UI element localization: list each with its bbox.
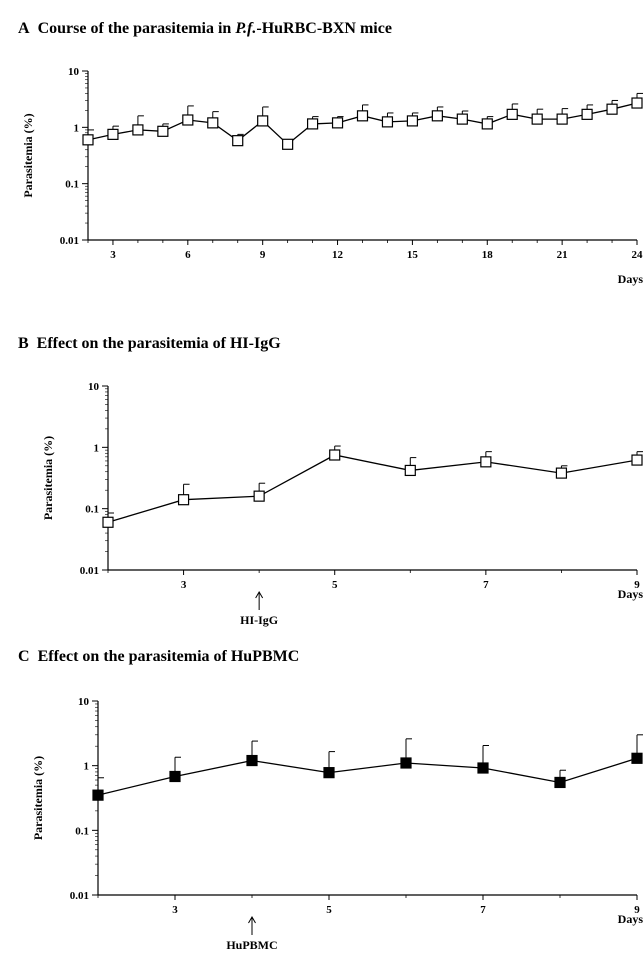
chart-a-data-point — [182, 114, 194, 126]
chart-c-y-tick-label: 10 — [78, 696, 90, 708]
chart-a-data-point — [581, 108, 593, 120]
chart-c-x-tick-label: 9 — [634, 904, 640, 916]
chart-b-x-axis-label: Days — [618, 587, 644, 601]
chart-b-data-point — [177, 494, 190, 506]
chart-c-y-tick-label: 1 — [84, 761, 90, 773]
chart-a-data-point — [132, 124, 144, 136]
chart-a-x-tick-label: 6 — [185, 249, 191, 261]
chart-a-x-tick-label: 21 — [557, 249, 568, 261]
chart-b-y-tick-label: 1 — [94, 442, 100, 454]
chart-b-data-point — [253, 490, 265, 502]
panel-a-letter: A — [18, 20, 30, 37]
chart-c-x-tick-label: 7 — [480, 904, 486, 916]
chart-a-data-point — [381, 116, 394, 128]
chart-c-data-point — [631, 752, 643, 764]
chart-b-x-tick-label: 3 — [181, 579, 187, 591]
panel-c-title: C Effect on the parasitemia of HuPBMC — [18, 648, 299, 666]
chart-a-data-point — [631, 97, 643, 109]
chart-a-x-tick-label: 15 — [407, 249, 419, 261]
chart-b-x-tick-label: 5 — [332, 579, 338, 591]
panel-a-title-italic: P.f. — [235, 20, 257, 37]
chart-b-y-tick-label: 10 — [88, 381, 100, 393]
chart-a-data-point — [157, 125, 169, 137]
chart-a-data-point — [531, 113, 543, 125]
chart-c-series-line — [97, 757, 638, 796]
chart-b-data-point — [329, 449, 341, 461]
chart-a-data-point — [556, 113, 568, 125]
chart-c-y-tick-label: 0.1 — [75, 825, 89, 837]
chart-b-x-tick-label: 7 — [483, 579, 489, 591]
chart-c-data-point — [477, 762, 489, 774]
chart-a-data-point — [431, 110, 443, 122]
chart-a: 0.01 0.1 1 10 Parasitemia (%) 3 6 9 12 15 18 21 24 Da… — [21, 66, 644, 286]
chart-a-data-point — [356, 110, 369, 122]
chart-a-y-tick-label: 10 — [68, 66, 80, 78]
chart-a-x-tick-label: 18 — [482, 249, 494, 261]
chart-c-annotation-arrowhead — [248, 916, 256, 924]
chart-b-y-tick-label: 0.01 — [80, 565, 99, 577]
chart-a-data-point — [306, 118, 319, 130]
chart-c-x-axis-label: Days — [618, 912, 644, 926]
chart-c-x-tick-label: 5 — [326, 904, 332, 916]
chart-c-y-tick-label: 0.01 — [70, 890, 89, 902]
chart-c-data-point — [400, 757, 412, 769]
panel-a-title-post: -HuRBC-BXN mice — [256, 20, 392, 37]
chart-a-data-point — [207, 117, 219, 129]
chart-c-y-axis-label: Parasitemia (%) — [31, 756, 45, 840]
chart-b-y-axis-label: Parasitemia (%) — [41, 436, 55, 520]
chart-a-x-tick-label: 3 — [110, 249, 116, 261]
chart-a-x-tick-label: 12 — [332, 249, 344, 261]
chart-a-data-point — [331, 117, 344, 129]
chart-b-series-line — [107, 454, 638, 523]
chart-c-data-point — [169, 770, 181, 783]
chart-b-annotation-arrowhead — [255, 591, 264, 599]
chart-b-data-point — [480, 456, 492, 468]
chart-b-data-point — [102, 516, 114, 528]
chart-a-data-point — [257, 115, 269, 127]
chart-a-x-tick-label: 24 — [632, 249, 644, 261]
chart-b-data-point — [404, 464, 416, 477]
chart-a-data-point — [406, 115, 419, 127]
chart-a-data-point — [456, 113, 468, 125]
chart-a-data-point — [232, 135, 244, 147]
panel-a-title-pre: Course of the parasitemia in — [37, 20, 236, 37]
chart-a-data-point — [82, 134, 94, 146]
chart-a-data-point — [506, 108, 518, 120]
chart-a-data-point — [606, 103, 618, 115]
chart-b-data-point — [631, 454, 643, 466]
chart-b-annotation-label: HI-IgG — [240, 613, 278, 627]
chart-a-x-tick-label: 9 — [260, 249, 266, 261]
chart-c-annotation-label: HuPBMC — [226, 938, 277, 952]
chart-a-data-point — [481, 118, 493, 130]
panel-b-title: B Effect on the parasitemia of HI-IgG — [18, 335, 281, 353]
panel-b-title-text: Effect on the parasitemia of HI-IgG — [36, 335, 281, 352]
chart-b-data-point — [555, 467, 568, 479]
chart-a-y-axis-label: Parasitemia (%) — [21, 113, 35, 197]
panel-c-letter: C — [18, 648, 30, 665]
chart-a-y-tick-label: 1 — [74, 122, 80, 134]
panel-b-letter: B — [18, 335, 29, 352]
panel-c-title-text: Effect on the parasitemia of HuPBMC — [37, 648, 300, 665]
chart-c-x-tick-label: 3 — [172, 904, 178, 916]
chart-a-y-tick-label: 0.1 — [65, 179, 79, 191]
panel-a-title: A Course of the parasitemia in P.f.-HuRB… — [18, 20, 392, 38]
chart-c-data-point — [92, 789, 104, 801]
chart-a-data-point — [282, 138, 294, 150]
chart-a-y-tick-label: 0.01 — [60, 235, 79, 247]
chart-b-y-tick-label: 0.1 — [85, 504, 99, 516]
chart-c-data-point — [323, 767, 335, 779]
chart-c-data-point — [246, 754, 258, 767]
chart-c-data-point — [554, 776, 566, 789]
chart-b-x-tick-label: 9 — [634, 579, 640, 591]
chart-a-x-axis-label: Days — [618, 272, 644, 286]
chart-a-data-point — [107, 128, 119, 140]
